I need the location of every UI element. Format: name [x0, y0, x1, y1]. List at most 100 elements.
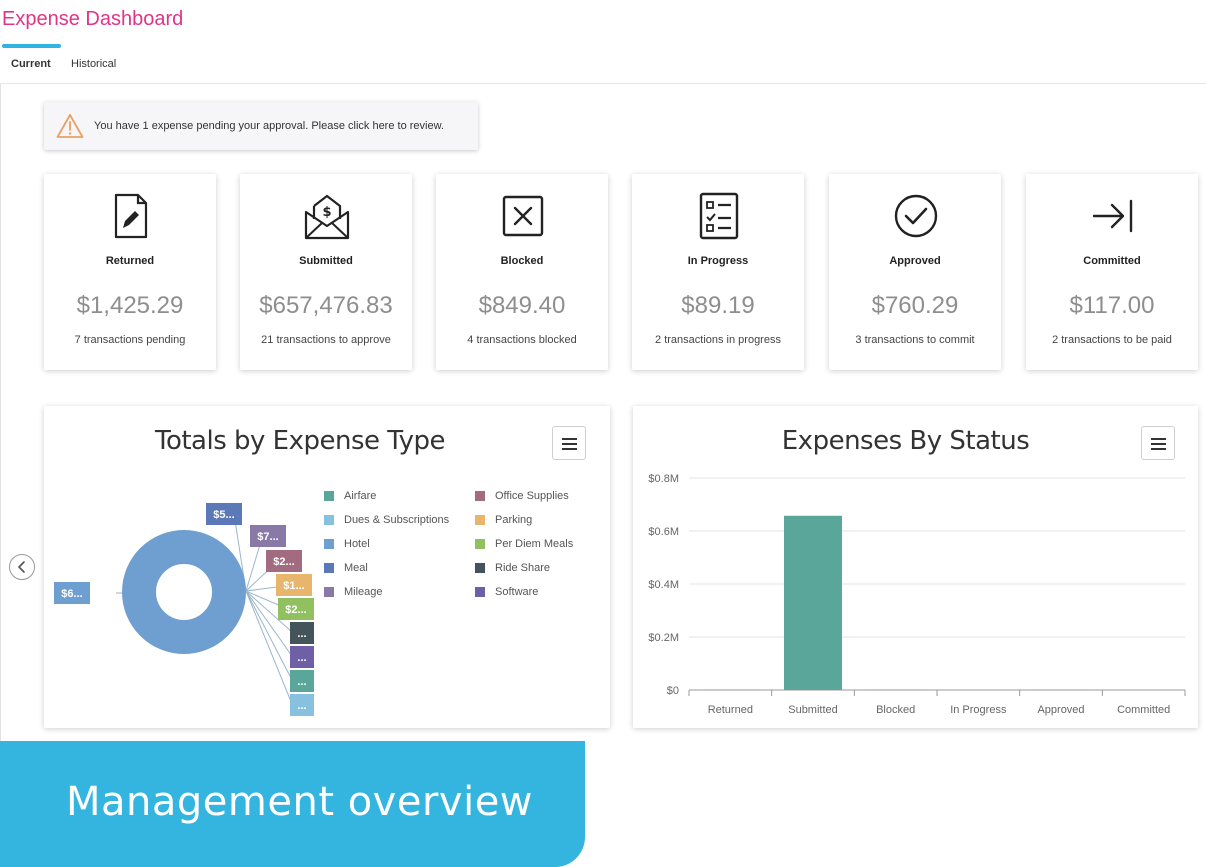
donut-data-label-box — [54, 582, 90, 604]
pending-approval-alert[interactable]: You have 1 expense pending your approval… — [44, 102, 478, 150]
legend-per-diem-meals[interactable]: Per Diem Meals — [475, 538, 573, 550]
donut-chart-title: Totals by Expense Type — [154, 426, 446, 456]
menu-icon — [562, 448, 577, 450]
previous-button[interactable] — [9, 554, 35, 580]
donut-data-label-box — [266, 550, 302, 572]
card-label: In Progress — [687, 255, 749, 267]
legend-parking[interactable]: Parking — [475, 514, 532, 526]
legend-label: Hotel — [344, 538, 370, 550]
legend-label: Office Supplies — [495, 490, 569, 502]
card-subtext: 2 transactions to be paid — [1052, 334, 1172, 346]
legend-swatch — [475, 491, 485, 501]
check-circle-icon — [894, 194, 938, 238]
content-left-border — [0, 84, 1, 744]
card-label: Submitted — [299, 255, 353, 267]
card-blocked[interactable]: Blocked $849.40 4 transactions blocked — [436, 174, 608, 370]
legend-swatch — [324, 515, 334, 525]
legend-swatch — [324, 539, 334, 549]
bar-chart-menu-button[interactable] — [1141, 426, 1175, 460]
blocked-box-icon — [502, 195, 544, 237]
x-tick-label: Submitted — [788, 704, 838, 716]
page-title: Expense Dashboard — [2, 8, 184, 30]
svg-text:$: $ — [322, 205, 331, 220]
donut-slice-hotel[interactable] — [122, 530, 246, 654]
card-approved[interactable]: Approved $760.29 3 transactions to commi… — [829, 174, 1001, 370]
chevron-left-icon — [18, 561, 25, 573]
card-subtext: 4 transactions blocked — [467, 334, 577, 346]
donut-data-label: $6... — [61, 588, 82, 600]
y-tick-label: $0.2M — [648, 632, 679, 644]
card-subtext: 7 transactions pending — [74, 334, 186, 346]
legend-office-supplies[interactable]: Office Supplies — [475, 490, 569, 502]
y-tick-label: $0 — [667, 685, 679, 697]
card-returned[interactable]: Returned $1,425.29 7 transactions pendin… — [44, 174, 216, 370]
donut-data-label: $2... — [273, 556, 294, 568]
tab-current[interactable]: Current — [11, 58, 51, 70]
donut-data-label-box — [276, 574, 312, 596]
legend-dues-subscriptions[interactable]: Dues & Subscriptions — [324, 514, 449, 526]
legend-software[interactable]: Software — [475, 586, 538, 598]
donut-data-label: ... — [297, 700, 306, 712]
menu-icon — [562, 438, 577, 440]
card-committed[interactable]: Committed $117.00 2 transactions to be p… — [1026, 174, 1198, 370]
bar-chart: $0 $0.2M $0.4M $0.6M $0.8M Returned Submitted B… — [648, 473, 1186, 716]
legend-swatch — [475, 515, 485, 525]
warning-icon — [56, 114, 84, 138]
donut-data-label-box — [290, 670, 314, 692]
card-subtext: 2 transactions in progress — [655, 334, 781, 346]
y-tick-label: $0.8M — [648, 473, 679, 485]
y-tick-label: $0.4M — [648, 579, 679, 591]
donut-data-label: ... — [297, 652, 306, 664]
money-envelope-icon: $ — [304, 194, 350, 240]
donut-data-label: ... — [297, 628, 306, 640]
menu-icon — [1151, 448, 1166, 450]
donut-data-label: ... — [297, 676, 306, 688]
legend-swatch — [324, 587, 334, 597]
donut-data-label-box — [250, 525, 286, 547]
bar-submitted[interactable] — [784, 515, 842, 690]
donut-data-label: $1... — [283, 580, 304, 592]
card-label: Approved — [889, 255, 941, 267]
card-amount: $657,476.83 — [259, 292, 393, 319]
card-amount: $849.40 — [478, 292, 566, 319]
donut-chart-menu-button[interactable] — [552, 426, 586, 460]
card-subtext: 3 transactions to commit — [855, 334, 975, 346]
legend-ride-share[interactable]: Ride Share — [475, 562, 550, 574]
legend-swatch — [324, 491, 334, 501]
legend-label: Dues & Subscriptions — [344, 514, 450, 526]
card-amount: $89.19 — [681, 292, 755, 319]
legend-label: Parking — [495, 514, 533, 526]
x-tick-label: Blocked — [876, 704, 915, 716]
x-tick-label: Committed — [1117, 704, 1170, 716]
legend-label: Ride Share — [495, 562, 551, 574]
card-subtext: 21 transactions to approve — [261, 334, 391, 346]
legend-label: Mileage — [344, 586, 383, 598]
donut-leader-lines — [116, 513, 293, 705]
alert-message: You have 1 expense pending your approval… — [94, 120, 444, 132]
active-tab-indicator — [2, 44, 61, 48]
legend-label: Airfare — [344, 490, 377, 502]
card-amount: $1,425.29 — [76, 292, 184, 319]
legend-label: Software — [495, 586, 539, 598]
donut-data-label: $7... — [257, 531, 278, 543]
card-submitted[interactable]: $ Submitted $657,476.83 21 transactions … — [240, 174, 412, 370]
tab-bar: Current Historical — [0, 44, 1206, 84]
card-in-progress[interactable]: In Progress $89.19 2 transactions in pro… — [632, 174, 804, 370]
tab-historical[interactable]: Historical — [71, 58, 117, 70]
menu-icon — [562, 443, 577, 445]
legend-swatch — [475, 539, 485, 549]
legend-hotel[interactable]: Hotel — [324, 538, 370, 550]
donut-data-label-box — [206, 503, 242, 525]
donut-data-label-box — [290, 694, 314, 716]
bar-chart-title: Expenses By Status — [781, 426, 1030, 456]
expense-type-panel: Totals by Expense Type $6... $5... $7... $2… — [44, 406, 610, 728]
legend-label: Meal — [344, 562, 368, 574]
card-amount: $760.29 — [871, 292, 959, 319]
legend-mileage[interactable]: Mileage — [324, 586, 383, 598]
legend-meal[interactable]: Meal — [324, 562, 368, 574]
caption-banner: Management overview — [0, 741, 585, 867]
donut-data-label: $2... — [285, 604, 306, 616]
legend-airfare[interactable]: Airfare — [324, 490, 376, 502]
x-tick-label: Returned — [708, 704, 753, 716]
banner-text: Management overview — [66, 779, 534, 825]
